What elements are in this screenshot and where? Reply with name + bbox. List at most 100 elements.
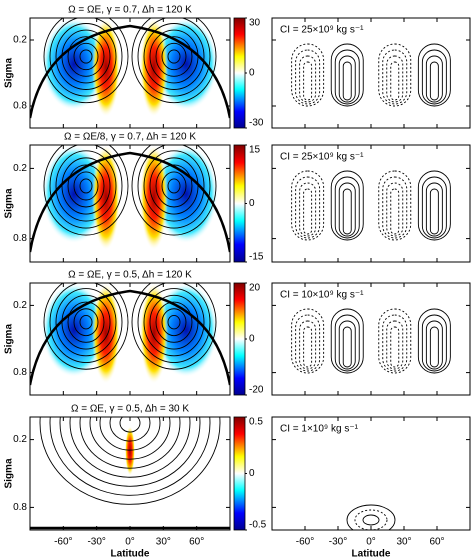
contour xyxy=(299,320,317,370)
contour xyxy=(131,18,217,104)
y-axis-label: Sigma xyxy=(4,458,15,488)
contour xyxy=(425,320,443,370)
contour xyxy=(334,176,360,239)
contour xyxy=(67,36,105,77)
contour xyxy=(330,308,364,374)
contour xyxy=(382,314,408,372)
contour xyxy=(386,182,404,237)
negative-region xyxy=(42,18,106,111)
contour xyxy=(390,188,400,235)
colorbar-tick-label: 20 xyxy=(249,283,261,294)
contour xyxy=(161,171,187,201)
negative-region xyxy=(154,145,218,244)
contour xyxy=(338,320,356,370)
x-tick-label: -60° xyxy=(296,537,314,548)
y-tick-label: 0.8 xyxy=(13,502,27,513)
colorbar-tick-label: -15 xyxy=(249,252,264,263)
colorbar xyxy=(233,144,246,263)
contour xyxy=(303,326,313,368)
x-tick-label: -60° xyxy=(54,537,72,548)
contour xyxy=(79,417,181,469)
streamfunction xyxy=(346,504,396,530)
field xyxy=(30,283,230,386)
x-tick-label: 0° xyxy=(366,537,376,548)
contour xyxy=(49,283,123,363)
contour xyxy=(417,308,451,374)
colorbar-tick-label: 15 xyxy=(249,145,261,156)
contour xyxy=(161,308,187,337)
contour xyxy=(291,43,325,107)
contour xyxy=(39,417,221,505)
contour xyxy=(143,23,205,90)
contour xyxy=(382,49,408,105)
contour xyxy=(55,23,117,90)
y-tick-label: 0.2 xyxy=(13,434,27,445)
contour xyxy=(73,308,99,337)
contour xyxy=(299,55,317,103)
contour xyxy=(137,18,211,97)
contour xyxy=(59,417,201,487)
colorbar xyxy=(233,416,246,531)
contour xyxy=(43,283,129,370)
contour xyxy=(342,326,352,368)
colorbar-tick-label: 30 xyxy=(249,18,261,29)
contour xyxy=(346,504,396,530)
y-axis-label: Sigma xyxy=(4,58,15,88)
x-tick-label: -30° xyxy=(87,537,105,548)
contour xyxy=(67,164,105,208)
x-tick-label: 0° xyxy=(125,537,135,548)
contour xyxy=(55,288,117,357)
x-axis-label: Latitude xyxy=(352,549,391,560)
y-tick-label: 0.8 xyxy=(13,367,27,378)
contour xyxy=(421,49,447,105)
contour xyxy=(342,188,352,235)
thick-contour xyxy=(30,289,230,386)
panel-title: Ω = ΩE, γ = 0.5, Δh = 30 K xyxy=(71,404,189,415)
contour xyxy=(155,164,193,208)
contour xyxy=(421,314,447,372)
y-tick-label: 0.2 xyxy=(13,300,27,311)
colorbar-tick-label: -0.5 xyxy=(249,520,267,531)
y-tick-label: 0.8 xyxy=(13,101,27,112)
contour xyxy=(429,326,439,368)
positive-region xyxy=(125,426,135,476)
contour xyxy=(43,18,129,104)
contour xyxy=(73,171,99,201)
panel-title: Ω = ΩE, γ = 0.7, Δh = 120 K xyxy=(68,5,192,16)
contour xyxy=(330,43,364,107)
contour xyxy=(362,514,380,526)
contour xyxy=(386,320,404,370)
contour xyxy=(73,42,99,71)
colorbar xyxy=(233,17,246,129)
contour xyxy=(330,170,364,241)
contour xyxy=(291,170,325,241)
contour xyxy=(137,145,211,229)
negative-region xyxy=(154,283,218,378)
contour xyxy=(390,326,400,368)
contour xyxy=(295,314,321,372)
contour xyxy=(43,145,129,236)
contour xyxy=(417,43,451,107)
contour xyxy=(89,417,171,460)
y-tick-label: 0.8 xyxy=(13,233,27,244)
contour xyxy=(55,150,117,222)
contour xyxy=(295,176,321,239)
streamfunction xyxy=(291,308,451,374)
colorbar-tick-label: 0.5 xyxy=(249,417,263,428)
y-tick-label: 0.2 xyxy=(13,35,27,46)
contour xyxy=(167,315,181,330)
contour xyxy=(338,182,356,237)
ci-label: CI = 10×10⁹ kg s⁻¹ xyxy=(280,290,364,301)
contour xyxy=(49,18,123,97)
contour xyxy=(354,509,388,530)
contour xyxy=(417,170,451,241)
contour xyxy=(131,283,217,370)
x-tick-label: 60° xyxy=(189,537,204,548)
ci-label: CI = 25×10⁹ kg s⁻¹ xyxy=(280,25,364,36)
contour xyxy=(143,288,205,357)
x-tick-label: 30° xyxy=(156,537,171,548)
contour xyxy=(161,42,187,71)
contour xyxy=(382,176,408,239)
